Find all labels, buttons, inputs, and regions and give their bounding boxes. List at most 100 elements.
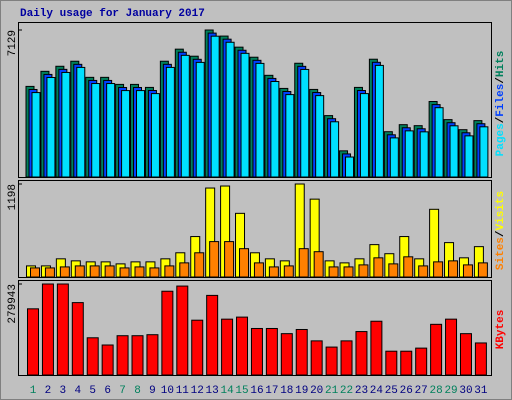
x-tick-label: 19 (295, 385, 308, 397)
bar (76, 66, 86, 178)
x-tick-label: 2 (45, 385, 52, 397)
bar (206, 294, 219, 376)
bar (161, 290, 174, 376)
bar (310, 340, 323, 376)
bar (355, 331, 368, 376)
bar (477, 262, 488, 278)
bar (415, 347, 428, 376)
bar (445, 318, 458, 376)
bar (134, 266, 145, 278)
bar (195, 61, 205, 178)
bar (91, 83, 101, 178)
bar (209, 241, 220, 278)
x-tick-label: 20 (310, 385, 323, 397)
bar (56, 283, 69, 376)
bar (328, 266, 339, 278)
bar (343, 266, 354, 278)
bar (374, 64, 384, 178)
bar (418, 265, 429, 278)
bar (479, 126, 489, 178)
bar (236, 316, 249, 376)
bar (464, 135, 474, 178)
bar (359, 93, 369, 178)
bar (462, 264, 473, 278)
bar (315, 95, 325, 178)
bar (255, 62, 265, 178)
bar (221, 318, 234, 376)
bar (131, 335, 144, 376)
x-tick-label: 13 (206, 385, 219, 397)
bar (61, 71, 71, 178)
bar (474, 342, 487, 376)
bar (146, 334, 159, 376)
x-tick-label: 17 (265, 385, 278, 397)
legend: Pages/Files/Hits (495, 51, 507, 157)
legend-separator: / (495, 230, 507, 237)
x-tick-label: 5 (89, 385, 96, 397)
bar (225, 41, 235, 178)
bar (106, 83, 116, 178)
legend-separator: / (495, 116, 507, 123)
x-tick-label: 22 (340, 385, 353, 397)
bar (74, 265, 85, 278)
x-tick-label: 3 (60, 385, 67, 397)
bar (191, 319, 204, 376)
x-tick-label: 24 (370, 385, 384, 397)
bar (104, 265, 115, 278)
legend-entry: Pages (495, 123, 507, 156)
bar (433, 261, 444, 278)
bar (459, 333, 472, 376)
bar (224, 241, 235, 278)
bar (71, 302, 84, 376)
legend-entry: KBytes (495, 310, 507, 350)
bar (449, 125, 459, 178)
bar (280, 333, 293, 376)
bar (373, 257, 384, 278)
y-tick-label: 279943 (7, 284, 19, 324)
legend: Sites/Visits (495, 191, 507, 270)
bar (31, 92, 41, 178)
bar (370, 320, 383, 376)
y-tick-label: 7129 (7, 30, 19, 56)
x-tick-label: 14 (220, 385, 234, 397)
bar (300, 68, 310, 178)
bar (164, 265, 175, 278)
x-tick-label: 16 (250, 385, 263, 397)
legend-entry: Hits (495, 51, 507, 77)
x-tick-label: 8 (134, 385, 141, 397)
bar (30, 267, 40, 278)
x-tick-label: 21 (325, 385, 339, 397)
legend: KBytes (495, 310, 507, 350)
bar (119, 267, 130, 278)
bar (430, 323, 443, 376)
bar (298, 248, 309, 278)
bar (295, 328, 308, 376)
bar (116, 335, 129, 376)
bar (149, 267, 160, 278)
bar (41, 283, 54, 376)
bar (388, 263, 399, 278)
bar (268, 266, 279, 278)
bar (176, 285, 189, 376)
x-tick-label: 26 (400, 385, 413, 397)
bar (389, 137, 399, 178)
bar (403, 256, 414, 278)
y-tick-label: 1198 (7, 184, 19, 210)
x-tick-label: 10 (161, 385, 174, 397)
legend-entry: Visits (495, 191, 507, 231)
bar (313, 251, 324, 278)
bar (419, 131, 429, 178)
bar (210, 35, 220, 178)
bar (194, 252, 205, 278)
bar (89, 265, 100, 278)
bar (434, 107, 444, 178)
x-tick-label: 15 (235, 385, 248, 397)
x-tick-label: 30 (459, 385, 472, 397)
x-tick-label: 12 (191, 385, 204, 397)
bar (27, 308, 39, 376)
x-tick-label: 4 (74, 385, 81, 397)
x-tick-label: 6 (104, 385, 111, 397)
x-tick-label: 28 (430, 385, 443, 397)
legend-entry: Files (495, 84, 507, 117)
